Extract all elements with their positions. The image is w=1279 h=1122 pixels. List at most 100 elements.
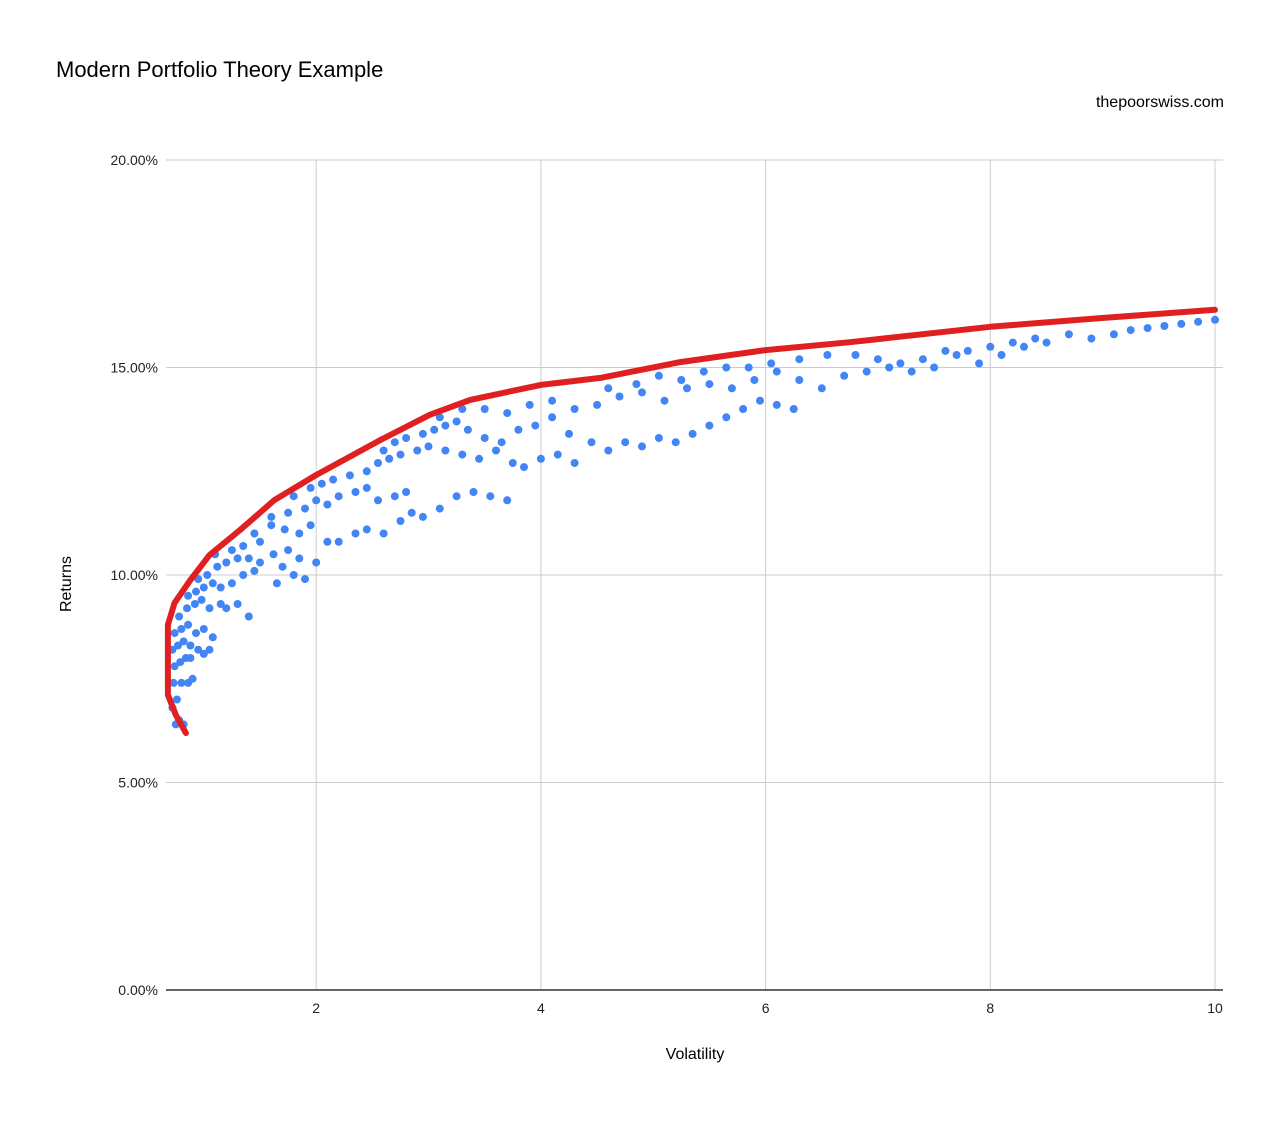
portfolio-point: [203, 571, 212, 579]
portfolio-point: [256, 558, 264, 567]
x-axis-title: Volatility: [665, 1046, 725, 1063]
portfolio-point: [688, 429, 697, 438]
portfolio-point: [208, 579, 217, 588]
portfolio-point: [194, 645, 203, 654]
portfolio-point: [699, 367, 708, 376]
portfolio-point: [435, 504, 444, 513]
portfolio-point: [284, 508, 293, 517]
x-tick-label: 6: [762, 1000, 770, 1016]
portfolio-point: [553, 450, 562, 459]
portfolio-point: [458, 405, 467, 413]
portfolio-point: [312, 496, 321, 505]
portfolio-point: [192, 629, 200, 638]
chart-title: Modern Portfolio Theory Example: [56, 57, 384, 82]
portfolio-point: [172, 695, 181, 704]
portfolio-point: [239, 542, 248, 550]
portfolio-point: [334, 492, 343, 501]
efficient-frontier-line: [164, 306, 1218, 737]
portfolio-point: [385, 454, 394, 463]
portfolio-point: [1194, 317, 1203, 326]
portfolio-point: [379, 529, 388, 538]
portfolio-point: [997, 351, 1006, 359]
portfolio-point: [727, 384, 736, 393]
portfolio-point: [1087, 334, 1096, 343]
portfolio-point: [1160, 322, 1169, 330]
portfolio-point: [722, 363, 731, 372]
portfolio-point: [654, 434, 663, 442]
portfolio-point: [772, 400, 781, 409]
portfolio-point: [930, 363, 939, 372]
portfolio-point: [213, 562, 222, 571]
portfolio-point: [441, 421, 450, 430]
portfolio-point: [170, 629, 179, 638]
portfolio-point: [795, 376, 804, 384]
y-tick-label: 15.00%: [111, 360, 158, 376]
portfolio-point: [186, 641, 195, 650]
portfolio-point: [312, 558, 321, 567]
portfolio-point: [250, 566, 259, 575]
portfolio-point: [621, 438, 630, 447]
portfolio-point: [174, 641, 182, 650]
portfolio-point: [192, 587, 200, 596]
portfolio-point: [767, 359, 776, 368]
portfolio-point: [188, 674, 197, 683]
portfolio-point: [885, 363, 894, 372]
portfolio-point: [514, 425, 523, 434]
portfolio-point: [638, 442, 646, 451]
portfolio-point: [184, 620, 193, 629]
x-axis-ticks: 2 4 6 8 10: [312, 1000, 1223, 1016]
portfolio-point: [463, 425, 472, 434]
portfolio-point: [1020, 342, 1028, 351]
y-tick-label: 0.00%: [118, 982, 158, 998]
portfolio-point: [267, 521, 276, 530]
portfolio-point: [475, 454, 484, 463]
portfolio-point: [183, 604, 191, 613]
portfolio-point: [390, 438, 399, 447]
portfolio-point: [503, 496, 512, 505]
portfolio-point: [430, 425, 439, 434]
portfolio-point: [269, 550, 278, 559]
portfolio-point: [418, 512, 427, 521]
portfolio-point: [918, 355, 927, 364]
portfolio-point: [536, 454, 545, 463]
portfolio-point: [570, 405, 579, 413]
portfolio-point: [345, 471, 354, 480]
portfolio-point: [301, 504, 309, 513]
portfolio-point: [197, 595, 206, 604]
portfolio-point: [407, 508, 416, 517]
portfolio-point: [402, 434, 411, 442]
portfolio-point: [750, 376, 759, 384]
portfolio-point: [239, 571, 248, 579]
portfolio-point: [941, 346, 950, 355]
portfolio-point: [1031, 334, 1040, 343]
portfolio-point: [199, 625, 208, 633]
portfolio-point: [497, 438, 506, 447]
portfolio-point: [873, 355, 882, 364]
portfolio-point: [492, 446, 500, 455]
portfolio-point: [323, 537, 332, 546]
portfolio-point: [677, 376, 686, 384]
portfolio-point: [216, 583, 225, 592]
portfolio-point: [396, 517, 405, 525]
portfolio-point: [604, 384, 613, 393]
portfolio-point: [177, 678, 186, 687]
portfolio-point: [227, 579, 236, 588]
portfolio-point: [317, 479, 326, 488]
y-tick-label: 20.00%: [111, 152, 158, 168]
x-tick-label: 10: [1207, 1000, 1223, 1016]
portfolio-point: [362, 467, 371, 476]
x-tick-label: 8: [986, 1000, 994, 1016]
portfolio-point: [295, 529, 304, 538]
portfolio-point: [986, 342, 995, 351]
portfolio-point: [683, 384, 691, 393]
x-tick-label: 4: [537, 1000, 545, 1016]
portfolio-point: [244, 612, 253, 621]
portfolio-point: [289, 492, 298, 501]
portfolio-point: [772, 367, 781, 376]
source-label: thepoorswiss.com: [1095, 94, 1224, 111]
portfolio-point: [1064, 330, 1073, 339]
portfolio-point: [817, 384, 826, 393]
y-tick-label: 5.00%: [118, 775, 158, 791]
portfolio-point: [272, 579, 281, 588]
portfolio-point: [362, 483, 371, 492]
